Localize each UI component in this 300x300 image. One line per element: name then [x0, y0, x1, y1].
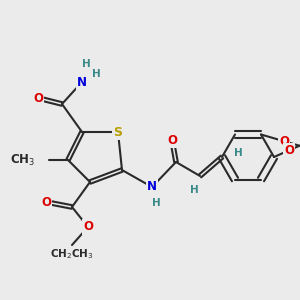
Text: CH$_2$CH$_3$: CH$_2$CH$_3$: [50, 247, 94, 261]
Text: O: O: [279, 135, 289, 148]
Text: N: N: [77, 76, 87, 88]
Text: H: H: [234, 148, 242, 158]
Text: O: O: [284, 144, 294, 157]
Text: H: H: [190, 185, 198, 195]
Text: O: O: [83, 220, 93, 233]
Text: O: O: [33, 92, 43, 104]
Text: N: N: [147, 181, 157, 194]
Text: CH$_3$: CH$_3$: [10, 152, 35, 167]
Text: H: H: [92, 69, 100, 79]
Text: S: S: [113, 125, 122, 139]
Text: H: H: [152, 198, 160, 208]
Text: H: H: [82, 59, 90, 69]
Text: O: O: [167, 134, 177, 146]
Text: O: O: [41, 196, 51, 208]
